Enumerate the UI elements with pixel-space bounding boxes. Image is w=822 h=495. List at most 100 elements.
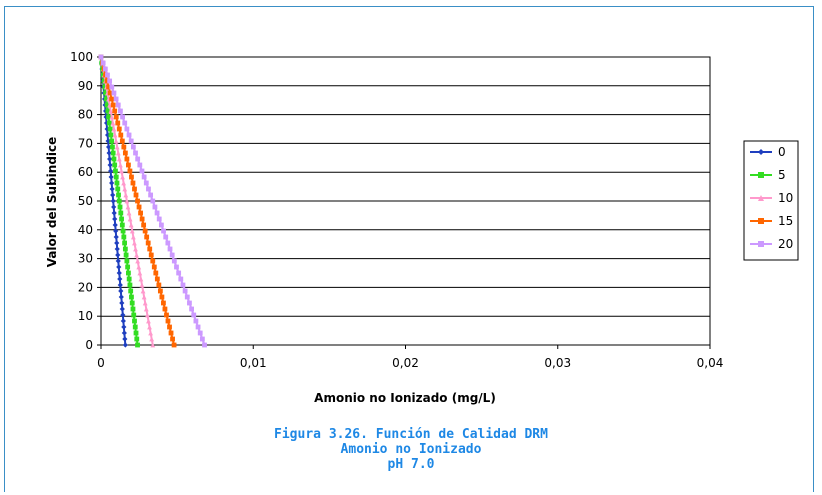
data-point — [102, 66, 108, 72]
data-point — [169, 252, 175, 258]
gridlines — [101, 85, 710, 317]
data-point — [116, 192, 121, 198]
data-point — [126, 162, 131, 168]
data-point — [134, 252, 139, 258]
data-point — [141, 222, 147, 228]
data-point — [157, 288, 163, 294]
data-point — [106, 144, 112, 150]
data-point — [127, 282, 133, 288]
data-point — [133, 330, 139, 336]
caption-line-2: Amonio no Ionizado — [340, 442, 482, 457]
data-point — [113, 114, 119, 120]
data-point — [130, 144, 136, 150]
data-point — [107, 156, 113, 162]
data-point — [150, 198, 156, 204]
data-point — [122, 186, 128, 192]
data-point — [130, 234, 136, 240]
data-point — [101, 78, 107, 84]
data-point — [150, 258, 156, 264]
data-point — [133, 192, 139, 198]
data-point — [154, 210, 160, 216]
data-point — [142, 300, 148, 306]
data-point — [135, 156, 141, 162]
data-point — [128, 288, 134, 294]
data-point — [758, 195, 764, 201]
data-point — [132, 240, 137, 246]
data-point — [119, 306, 125, 312]
data-point — [156, 216, 162, 222]
data-point — [174, 264, 179, 270]
data-point — [116, 126, 122, 132]
data-point — [141, 174, 147, 180]
data-point — [111, 156, 117, 162]
data-point — [129, 294, 134, 300]
legend-label: 0 — [778, 145, 786, 159]
data-point — [122, 120, 128, 126]
data-point — [106, 120, 112, 126]
data-point — [124, 198, 130, 204]
data-point — [167, 246, 173, 252]
y-tick-label: 10 — [78, 309, 93, 323]
data-point — [146, 186, 151, 192]
data-point — [133, 150, 138, 156]
data-point — [163, 234, 169, 240]
data-point — [107, 162, 113, 168]
data-point — [132, 324, 138, 330]
data-point — [165, 240, 171, 246]
data-point — [113, 168, 118, 174]
data-point — [125, 204, 131, 210]
data-point — [108, 174, 114, 180]
data-point — [124, 156, 130, 162]
data-point — [126, 210, 132, 216]
legend-item: 0 — [750, 145, 786, 159]
data-point — [106, 114, 112, 120]
data-point — [137, 270, 143, 276]
data-point — [154, 276, 160, 282]
data-point — [109, 138, 115, 144]
data-point — [132, 186, 137, 192]
data-point — [758, 218, 764, 224]
data-point — [143, 306, 149, 312]
data-point — [133, 246, 138, 252]
data-point — [164, 312, 169, 318]
data-point — [103, 120, 110, 126]
data-point — [170, 336, 175, 342]
data-point — [124, 126, 130, 132]
data-point — [168, 330, 174, 336]
data-point — [129, 174, 134, 180]
data-point — [122, 342, 128, 348]
data-point — [149, 336, 155, 342]
data-point — [758, 172, 764, 178]
data-point — [121, 330, 127, 336]
series — [98, 54, 207, 348]
legend-label: 5 — [778, 168, 786, 182]
data-point — [139, 168, 145, 174]
data-point — [109, 186, 115, 192]
data-point — [109, 180, 115, 186]
data-point — [129, 228, 135, 234]
y-tick-label: 70 — [78, 136, 93, 150]
data-point — [126, 132, 132, 138]
data-point — [119, 222, 125, 228]
data-point — [121, 180, 127, 186]
data-point — [189, 306, 194, 312]
x-axis-title: Amonio no Ionizado (mg/L) — [314, 391, 496, 405]
data-point — [109, 114, 115, 120]
data-point — [121, 144, 127, 150]
data-point — [120, 228, 126, 234]
data-point — [107, 126, 113, 132]
data-point — [122, 150, 128, 156]
data-point — [129, 300, 135, 306]
data-point — [143, 180, 149, 186]
data-point — [113, 138, 119, 144]
legend-item: 15 — [750, 214, 793, 228]
data-point — [116, 270, 122, 276]
data-point — [138, 276, 144, 282]
x-axis: 0 0,01 0,02 0,03 0,04 — [97, 345, 723, 370]
data-point — [193, 318, 199, 324]
data-point — [171, 258, 177, 264]
data-point — [118, 294, 124, 300]
data-point — [110, 198, 116, 204]
data-point — [115, 258, 121, 264]
data-point — [150, 342, 156, 348]
